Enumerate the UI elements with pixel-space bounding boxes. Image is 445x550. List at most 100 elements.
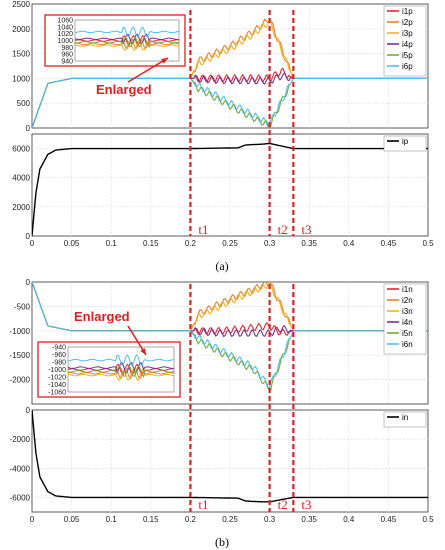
y-tick-label: 2000 — [12, 25, 30, 34]
x-tick-label: 0.05 — [64, 515, 80, 524]
legend-label: i4n — [402, 318, 413, 327]
x-tick-label: 0.15 — [143, 515, 159, 524]
series-line-in — [32, 410, 428, 503]
legend: i1n i2n i3n i4n i5n i6n — [383, 283, 427, 355]
legend-label: i2n — [402, 296, 413, 305]
legend-box — [383, 411, 427, 428]
legend-box — [383, 135, 427, 152]
marker-label-t1-b: t1 — [198, 497, 208, 512]
time-markers: t1 t2 t3 t1 t2 t3 — [189, 10, 311, 512]
y-tick-label: -500 — [14, 302, 31, 311]
legend: i1p i2p i3p i4p i5p i6p — [383, 5, 427, 77]
legend-label: in — [402, 413, 408, 422]
x-tick-label: 0.2 — [185, 239, 197, 248]
enlarged-label-a: Enlarged — [96, 82, 152, 97]
inset-tick-label: 1040 — [57, 24, 73, 31]
inset-line-i6n — [67, 354, 175, 367]
x-tick-label: 0 — [30, 515, 35, 524]
inset-line-i5n — [67, 365, 175, 378]
y-tick-label: -1500 — [10, 351, 31, 360]
inset-line-i3n — [67, 369, 175, 381]
x-tick-label: 0 — [30, 239, 35, 248]
x-tick-label: 0.45 — [381, 239, 397, 248]
inset-tick-label: 1020 — [57, 31, 73, 38]
inset-tick-label: 960 — [61, 52, 73, 59]
inset-tick-label: -940 — [52, 345, 66, 352]
x-tick-label: 0.15 — [143, 239, 159, 248]
x-tick-label: 0.25 — [222, 515, 238, 524]
legend-label: i3n — [402, 307, 413, 316]
legend-label: i6n — [402, 340, 413, 349]
panel-a_bottom: 0 0.05 0.1 0.15 0.2 0.25 0.3 0.35 0.4 0.45 0.5 0 200… — [12, 133, 434, 248]
legend-box — [383, 283, 427, 355]
inset-line-i6p — [74, 26, 180, 38]
inset-tick-label: -960 — [52, 352, 66, 359]
y-tick-label: -2000 — [10, 376, 31, 385]
legend-label: i3p — [402, 29, 413, 38]
inset-tick-label: -1020 — [48, 375, 66, 382]
legend-box — [383, 5, 427, 77]
y-tick-label: 500 — [17, 99, 31, 108]
enlarged-arrow-b-head — [140, 348, 146, 355]
x-tick-label: 0.45 — [381, 515, 397, 524]
legend-label: i2p — [402, 18, 413, 27]
series-line-i6n — [32, 282, 428, 390]
x-tick-label: 0.5 — [422, 515, 434, 524]
inset-tick-label: 1000 — [57, 38, 73, 45]
inset-tick-label: -1060 — [48, 390, 66, 397]
inset-tick-label: 940 — [61, 59, 73, 66]
legend: in — [383, 411, 427, 428]
marker-label-t2-b: t2 — [278, 497, 288, 512]
y-tick-label: 0 — [26, 232, 31, 241]
y-tick-label: 4000 — [12, 174, 30, 183]
series-line-i6p — [32, 77, 428, 128]
x-tick-label: 0.35 — [301, 239, 317, 248]
enlarged-arrow-a-shaft — [127, 57, 169, 83]
x-tick-label: 0.3 — [264, 515, 276, 524]
y-tick-label: -4000 — [10, 464, 31, 473]
y-tick-label: 6000 — [12, 145, 30, 154]
y-tick-label: -1000 — [10, 327, 31, 336]
x-tick-label: 0.3 — [264, 239, 276, 248]
y-tick-label: 2500 — [12, 0, 30, 9]
inset-tick-label: -980 — [52, 360, 66, 367]
marker-label-t2-a: t2 — [278, 222, 288, 237]
x-tick-label: 0.05 — [64, 239, 80, 248]
y-tick-label: 0 — [26, 124, 31, 133]
y-tick-label: 1000 — [12, 74, 30, 83]
enlarged-arrow-a-head — [161, 58, 168, 64]
marker-label-t3-a: t3 — [301, 222, 311, 237]
y-tick-label: -2000 — [10, 435, 31, 444]
x-tick-label: 0.5 — [422, 239, 434, 248]
legend-label: i4p — [402, 40, 413, 49]
series-line-ip — [32, 142, 428, 236]
legend-label: i1n — [402, 285, 413, 294]
inset-tick-label: 1060 — [57, 18, 73, 25]
y-tick-label: 1500 — [12, 50, 30, 59]
caption-b: (b) — [215, 535, 229, 549]
y-tick-label: -6000 — [10, 493, 31, 502]
legend-label: ip — [402, 137, 409, 146]
inset-tick-label: 980 — [61, 45, 73, 52]
panel-b_bottom: 0 0.05 0.1 0.15 0.2 0.25 0.3 0.35 0.4 0.45 0.5 0 -20… — [10, 406, 435, 524]
x-tick-label: 0.1 — [106, 515, 118, 524]
legend-label: i6p — [402, 62, 413, 71]
legend: ip — [383, 135, 427, 152]
x-tick-label: 0.25 — [222, 239, 238, 248]
legend-label: i5n — [402, 329, 413, 338]
inset-line-i5p — [74, 36, 180, 49]
x-tick-label: 0.1 — [106, 239, 118, 248]
legend-label: i1p — [402, 7, 413, 16]
y-tick-label: 0 — [26, 406, 31, 415]
inset-line-i3p — [74, 40, 180, 51]
legend-label: i5p — [402, 51, 413, 60]
y-tick-label: 0 — [26, 278, 31, 287]
enlarged-label-b: Enlarged — [74, 309, 130, 324]
x-tick-label: 0.2 — [185, 515, 197, 524]
annotations: 1060104010201000980960940-940-960-980-10… — [37, 14, 186, 398]
inset-tick-label: -1040 — [48, 382, 66, 389]
inset-tick-label: -1000 — [48, 367, 66, 374]
